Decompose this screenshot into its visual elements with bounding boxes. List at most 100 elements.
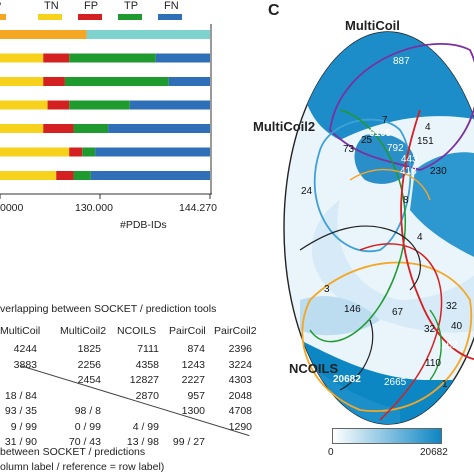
table-cell: 98 / 8: [74, 405, 101, 417]
set-label-multicoil: MultiCoil: [345, 18, 400, 33]
colorbar: [332, 428, 442, 444]
table-footer-1: between SOCKET / predictions: [0, 446, 146, 458]
table-header: MultiCoil2: [60, 325, 107, 337]
bar-segment-fn: [90, 171, 210, 180]
legend-label-tn: TN: [44, 0, 59, 12]
venn-value-label: 3: [324, 284, 330, 295]
bar-segment-fn: [108, 124, 210, 133]
table-cell: 1243: [181, 358, 205, 371]
table-cell: 1825: [77, 343, 101, 355]
venn-value-label: 2665: [384, 377, 407, 388]
table-cell: 70 / 43: [68, 436, 101, 448]
venn-value-label: 146: [344, 304, 361, 315]
venn-value-label: 792: [387, 143, 404, 154]
legend-swatch-fn: [158, 14, 182, 20]
bar-segment-rest: [86, 30, 210, 39]
table-cell: 2256: [77, 358, 101, 371]
bar-segment-tp: [73, 171, 91, 180]
panel-label: C: [268, 2, 280, 19]
colorbar-max-label: 20682: [420, 447, 448, 458]
table-cell: 1300: [181, 405, 205, 417]
table-cell: 7111: [137, 343, 159, 355]
venn-value-label: 110: [425, 358, 441, 369]
table-cell: 2227: [181, 374, 205, 386]
table-cell: 3224: [228, 358, 252, 371]
table-cell: 12827: [129, 374, 159, 386]
bar-segment-tp: [73, 124, 109, 133]
venn-value-label: 67: [392, 307, 404, 318]
venn-value-label: 418: [400, 166, 417, 177]
table-cell: 31 / 90: [4, 436, 37, 448]
venn-value-label: 8: [403, 195, 409, 206]
table-cell: 1290: [228, 420, 252, 433]
venn-value-label: 4: [417, 232, 423, 243]
bar-segment-tn: [0, 124, 44, 133]
bar-segment-fn: [168, 77, 210, 86]
bar-axis-label: #PDB-IDs: [120, 219, 167, 231]
table-header: MultiCoil: [0, 325, 41, 337]
legend-label-p: P: [0, 0, 1, 12]
table-cell: 4708: [228, 405, 252, 417]
venn-value-label: 4: [425, 122, 431, 133]
bar-segment-tp: [69, 100, 130, 110]
bar-segment-fp: [47, 100, 70, 110]
table-title: verlapping between SOCKET / prediction t…: [0, 303, 217, 315]
legend-label-fp: FP: [84, 0, 99, 12]
venn-value-label: 443: [401, 154, 418, 165]
table-footer-2: olumn label / reference = row label): [0, 461, 165, 473]
table-cell: 2396: [228, 343, 252, 355]
table-cell: 4358: [135, 358, 159, 371]
table-cell: 2048: [228, 389, 252, 402]
bar-segment-tp: [69, 53, 156, 63]
legend-swatch-tp: [118, 14, 142, 20]
venn-value-label: 230: [430, 166, 447, 177]
venn-region-230: [410, 152, 474, 260]
legend-label-fn: FN: [164, 0, 179, 12]
venn-value-label: 887: [393, 56, 410, 67]
legend-swatch-fp: [78, 14, 102, 20]
set-label-ncoils: NCOILS: [289, 361, 339, 376]
venn-region-887: [300, 32, 474, 140]
bar-segment-p: [0, 30, 87, 39]
venn-value-label: 151: [417, 136, 434, 147]
bar-tick-144270: 144.270: [179, 202, 217, 214]
bar-segment-tp: [82, 147, 96, 157]
venn-value-label: 7: [382, 115, 388, 126]
venn-value-label: 73: [343, 144, 355, 155]
venn-value-label: 24: [301, 186, 313, 197]
venn-value-label: 1: [442, 379, 448, 390]
bar-segment-fn: [95, 147, 210, 157]
venn-value-label: 6105: [369, 128, 392, 139]
table-cell: 18 / 84: [4, 389, 37, 402]
bar-segment-tn: [0, 77, 44, 86]
bar-segment-fp: [43, 77, 65, 86]
set-label-multicoil2: MultiCoil2: [253, 119, 316, 134]
table-header: PairCoil: [169, 325, 206, 337]
venn-value-label: 32: [446, 301, 458, 312]
table-header: NCOILS: [117, 325, 157, 337]
table-cell: 4244: [13, 343, 37, 355]
stacked-bar-chart: [0, 24, 212, 199]
venn-value-label: 162: [441, 340, 458, 351]
bar-segment-fn: [129, 100, 210, 110]
bar-segment-tn: [0, 147, 70, 157]
table-cell: 2454: [77, 374, 101, 386]
venn-value-label: 20682: [333, 374, 361, 385]
colorbar-min-label: 0: [328, 447, 334, 458]
table-header: PairCoil2: [214, 325, 257, 337]
venn-outline-multicoil: [329, 43, 474, 171]
table-cell: 13 / 98: [126, 436, 159, 448]
table-cell: 93 / 35: [4, 405, 37, 417]
bar-segment-tp: [64, 77, 169, 86]
bar-segment-tn: [0, 53, 44, 63]
venn-value-label: 32: [424, 324, 436, 335]
bar-tick-0: 0000: [0, 202, 24, 214]
venn-value-label: 25: [361, 135, 373, 146]
table-cell: 874: [187, 343, 205, 355]
bar-segment-fp: [43, 53, 70, 63]
bar-tick-130000: 130.000: [75, 202, 113, 214]
bar-segment-tn: [0, 171, 57, 180]
table-cell: 9 / 99: [10, 420, 37, 433]
table-cell: 4 / 99: [132, 420, 159, 433]
bar-segment-fp: [69, 147, 83, 157]
